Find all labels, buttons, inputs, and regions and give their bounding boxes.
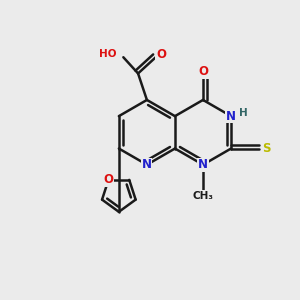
Text: N: N xyxy=(198,158,208,171)
Text: S: S xyxy=(262,142,271,155)
Text: N: N xyxy=(142,158,152,171)
Text: O: O xyxy=(103,173,113,186)
Text: O: O xyxy=(198,65,208,79)
Text: O: O xyxy=(156,48,166,61)
Text: HO: HO xyxy=(99,49,117,59)
Text: CH₃: CH₃ xyxy=(193,190,214,201)
Text: H: H xyxy=(239,108,248,118)
Text: N: N xyxy=(226,110,236,123)
